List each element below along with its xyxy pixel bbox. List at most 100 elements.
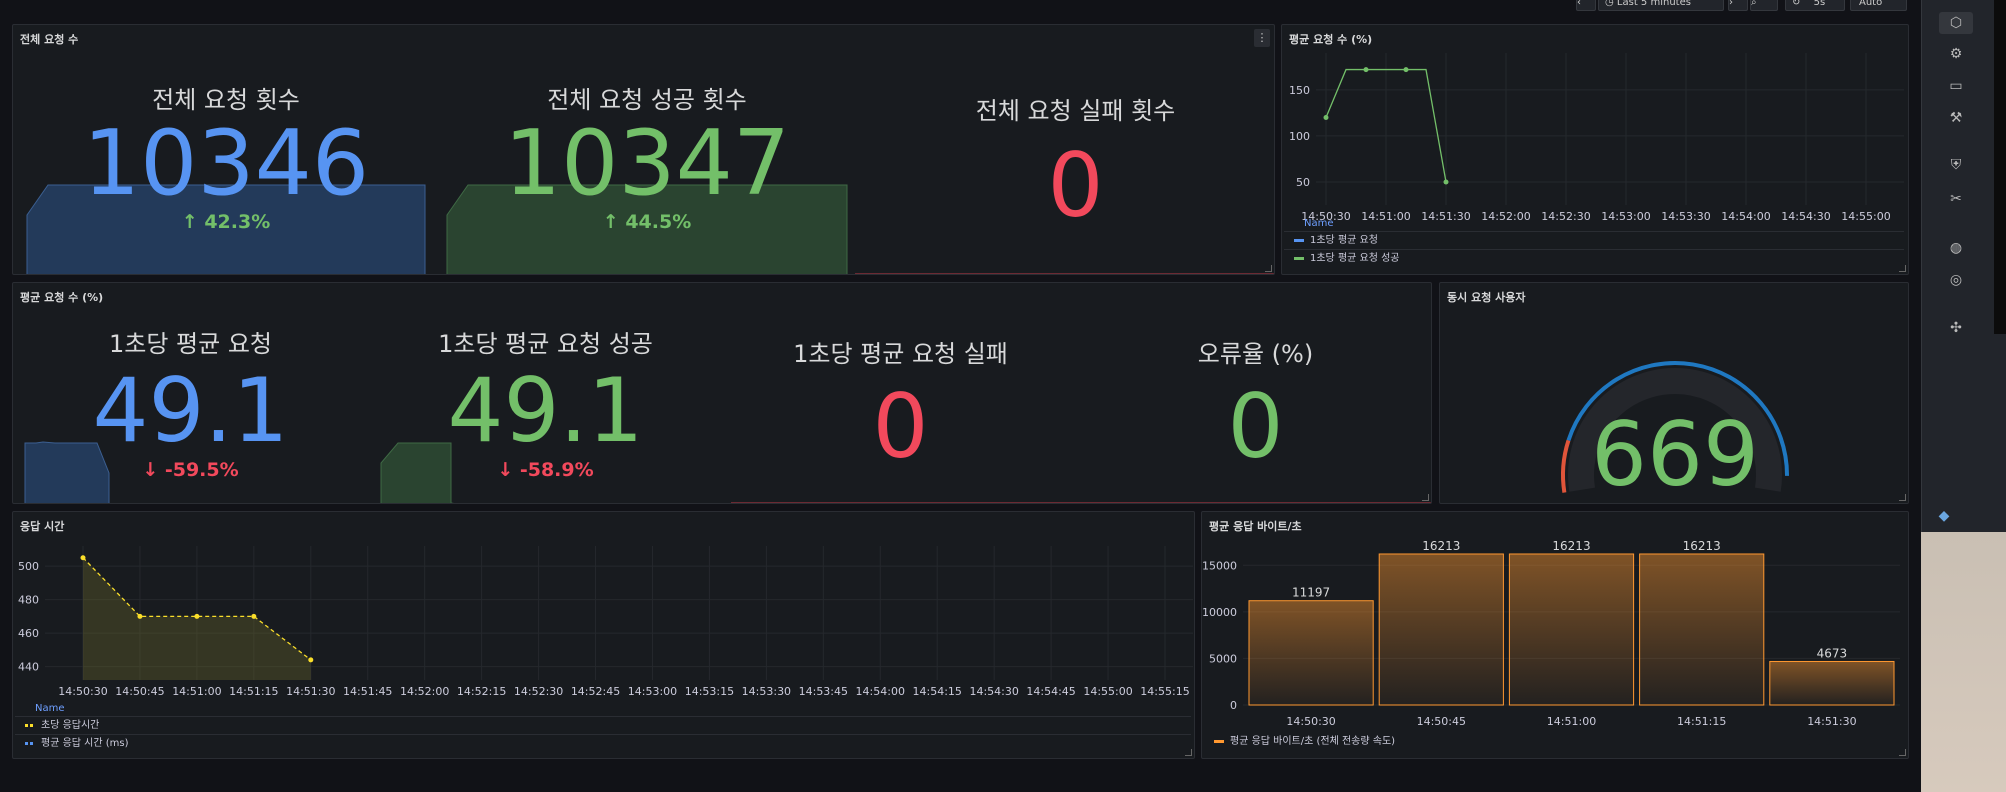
shield-icon[interactable]: ⛨ — [1950, 157, 1962, 173]
auto-label: Auto — [1859, 0, 1883, 8]
x-tick-label: 14:52:00 — [1481, 210, 1530, 223]
avg-bytes-bar-chart: 0 5000 10000 15000 11197 14:50:30 16213 14:50:4… — [1202, 539, 1900, 728]
data-point — [1363, 67, 1369, 73]
zoom-out-button[interactable]: ⌕ — [1750, 0, 1778, 11]
x-tick-label: 14:50:45 — [1417, 715, 1466, 728]
stat-label: 1초당 평균 요청 실패 — [793, 340, 1008, 368]
x-tick-label: 14:52:45 — [571, 685, 620, 698]
target-icon[interactable]: ◎ — [1949, 272, 1963, 288]
panel-resize-handle[interactable] — [1265, 265, 1272, 272]
series-area — [83, 557, 311, 680]
avg-requests-chart-panel: 평균 요청 수 (%) 14:50:30 14:51:00 14:51:30 14:5… — [1281, 24, 1909, 275]
legend-item[interactable]: 1초당 평균 요청 — [1284, 231, 1904, 249]
extensions-icon[interactable]: ⚙ — [1949, 46, 1963, 62]
panel-resize-handle[interactable] — [1899, 494, 1906, 501]
bar — [1508, 553, 1635, 706]
x-tick-label: 14:53:30 — [742, 685, 791, 698]
time-range-picker[interactable]: ◷ Last 5 minutes — [1598, 0, 1724, 11]
data-point — [1403, 67, 1409, 73]
cube-icon[interactable]: ⬡ — [1939, 12, 1973, 34]
gauge-threshold-blue — [1566, 361, 1789, 476]
stat-value: 10347 — [503, 111, 791, 216]
time-nav-back-button[interactable]: ‹ — [1576, 0, 1596, 11]
panel-title: 전체 요청 수 — [20, 33, 79, 46]
x-tick-label: 14:51:15 — [1677, 715, 1726, 728]
terminal-window[interactable] — [1994, 0, 2006, 334]
stat-value: 10346 — [82, 111, 370, 216]
total-requests-panel: 전체 요청 수 ⋮ 전체 요청 횟수 10346 ↑ 42.3% 전체 요청 성… — [12, 24, 1275, 275]
refresh-interval: 5s — [1813, 0, 1826, 8]
stat-delta: ↑ 44.5% — [602, 211, 692, 233]
stat-label: 전체 요청 실패 횟수 — [975, 97, 1176, 125]
desktop-background — [1921, 532, 2006, 792]
y-tick-label: 440 — [18, 661, 39, 674]
data-point — [308, 657, 314, 663]
series-line — [1325, 68, 1447, 183]
globe-icon[interactable]: ◍ — [1949, 240, 1963, 256]
bar-data-label: 11197 — [1292, 586, 1330, 600]
legend-swatch — [25, 723, 35, 727]
legend-swatch — [25, 741, 35, 745]
panel-resize-handle[interactable] — [1185, 749, 1192, 756]
stat-label: 1초당 평균 요청 — [108, 330, 272, 358]
puzzle-icon[interactable]: ✣ — [1950, 320, 1962, 336]
sparkline-total-requests — [26, 184, 1274, 274]
stat-value: 49.1 — [447, 359, 644, 462]
auto-refresh-picker[interactable]: Auto — [1850, 0, 1907, 11]
x-tick-label: 14:53:15 — [685, 685, 734, 698]
time-range-label: Last 5 minutes — [1616, 0, 1691, 8]
avg-response-bytes-panel: 평균 응답 바이트/초 0 5000 10000 15000 11197 14:50:30… — [1201, 511, 1909, 759]
time-nav-forward-button[interactable]: › — [1728, 0, 1748, 11]
panel-resize-handle[interactable] — [1899, 265, 1906, 272]
bar-data-label: 16213 — [1422, 539, 1460, 553]
series-line — [82, 557, 312, 661]
stat-avg-failures: 1초당 평균 요청 실패 0 — [723, 334, 1078, 471]
x-tick-label: 14:55:00 — [1841, 210, 1890, 223]
wrench-icon[interactable]: ⚒ — [1949, 110, 1963, 126]
y-tick-label: 460 — [18, 627, 39, 640]
x-tick-label: 14:51:00 — [172, 685, 221, 698]
legend-swatch — [1294, 256, 1304, 260]
legend-item[interactable]: 1초당 평균 요청 성공 — [1284, 249, 1904, 267]
stat-value: 0 — [1227, 375, 1284, 478]
data-point — [194, 613, 200, 619]
x-tick-label: 14:52:30 — [514, 685, 563, 698]
panel-resize-handle[interactable] — [1422, 494, 1429, 501]
panel-title: 동시 요청 사용자 — [1447, 291, 1526, 304]
stat-total-success: 전체 요청 성공 횟수 10347 ↑ 44.5% — [447, 80, 847, 233]
legend-swatch — [1214, 739, 1224, 743]
side-dock: ⬡ ⚙ ▭ ⚒ ⛨ ✂ ◍ ◎ ✣ ◆ — [1921, 0, 2006, 532]
tools-icon[interactable]: ✂ — [1950, 191, 1962, 207]
stat-label: 오류율 (%) — [1197, 340, 1314, 368]
panel-title: 응답 시간 — [20, 520, 65, 533]
refresh-button[interactable]: ↻ 5s — [1785, 0, 1845, 11]
y-tick-label: 5000 — [1209, 652, 1237, 665]
x-tick-label: 14:51:30 — [286, 685, 335, 698]
x-tick-label: 14:50:45 — [115, 685, 164, 698]
bar — [1769, 660, 1895, 706]
x-tick-label: 14:51:15 — [229, 685, 278, 698]
x-tick-label: 14:54:15 — [913, 685, 962, 698]
stat-error-rate: 오류율 (%) 0 — [1078, 334, 1431, 478]
stat-delta: ↑ 42.3% — [181, 211, 271, 233]
arrow-up-icon: ↑ — [181, 211, 205, 233]
x-tick-label: 14:54:45 — [1026, 685, 1075, 698]
legend-item[interactable]: 평균 응답 시간 (ms) — [15, 734, 1191, 752]
legend-swatch — [1294, 238, 1304, 242]
data-point — [137, 613, 143, 619]
stat-value: 0 — [1047, 134, 1104, 237]
stat-label: 전체 요청 성공 횟수 — [547, 86, 747, 114]
y-tick-label: 0 — [1230, 699, 1237, 712]
chart-legend: Name 1초당 평균 요청 1초당 평균 요청 성공 — [1284, 217, 1904, 267]
x-tick-label: 14:50:30 — [1301, 210, 1350, 223]
gauge-threshold-red — [1561, 439, 1571, 493]
panel-menu-button[interactable]: ⋮ — [1254, 29, 1270, 47]
panel-resize-handle[interactable] — [1899, 749, 1906, 756]
arrow-down-icon: ↓ — [142, 459, 165, 481]
stat-label: 전체 요청 횟수 — [152, 86, 300, 114]
legend-item[interactable]: 초당 응답시간 — [15, 716, 1191, 734]
drive-icon[interactable]: ▭ — [1949, 78, 1963, 94]
legend-item[interactable]: 평균 응답 바이트/초 (전체 전송량 속도) — [1204, 733, 1904, 751]
data-point — [1323, 114, 1329, 120]
stat-delta: ↓ -59.5% — [142, 459, 239, 481]
